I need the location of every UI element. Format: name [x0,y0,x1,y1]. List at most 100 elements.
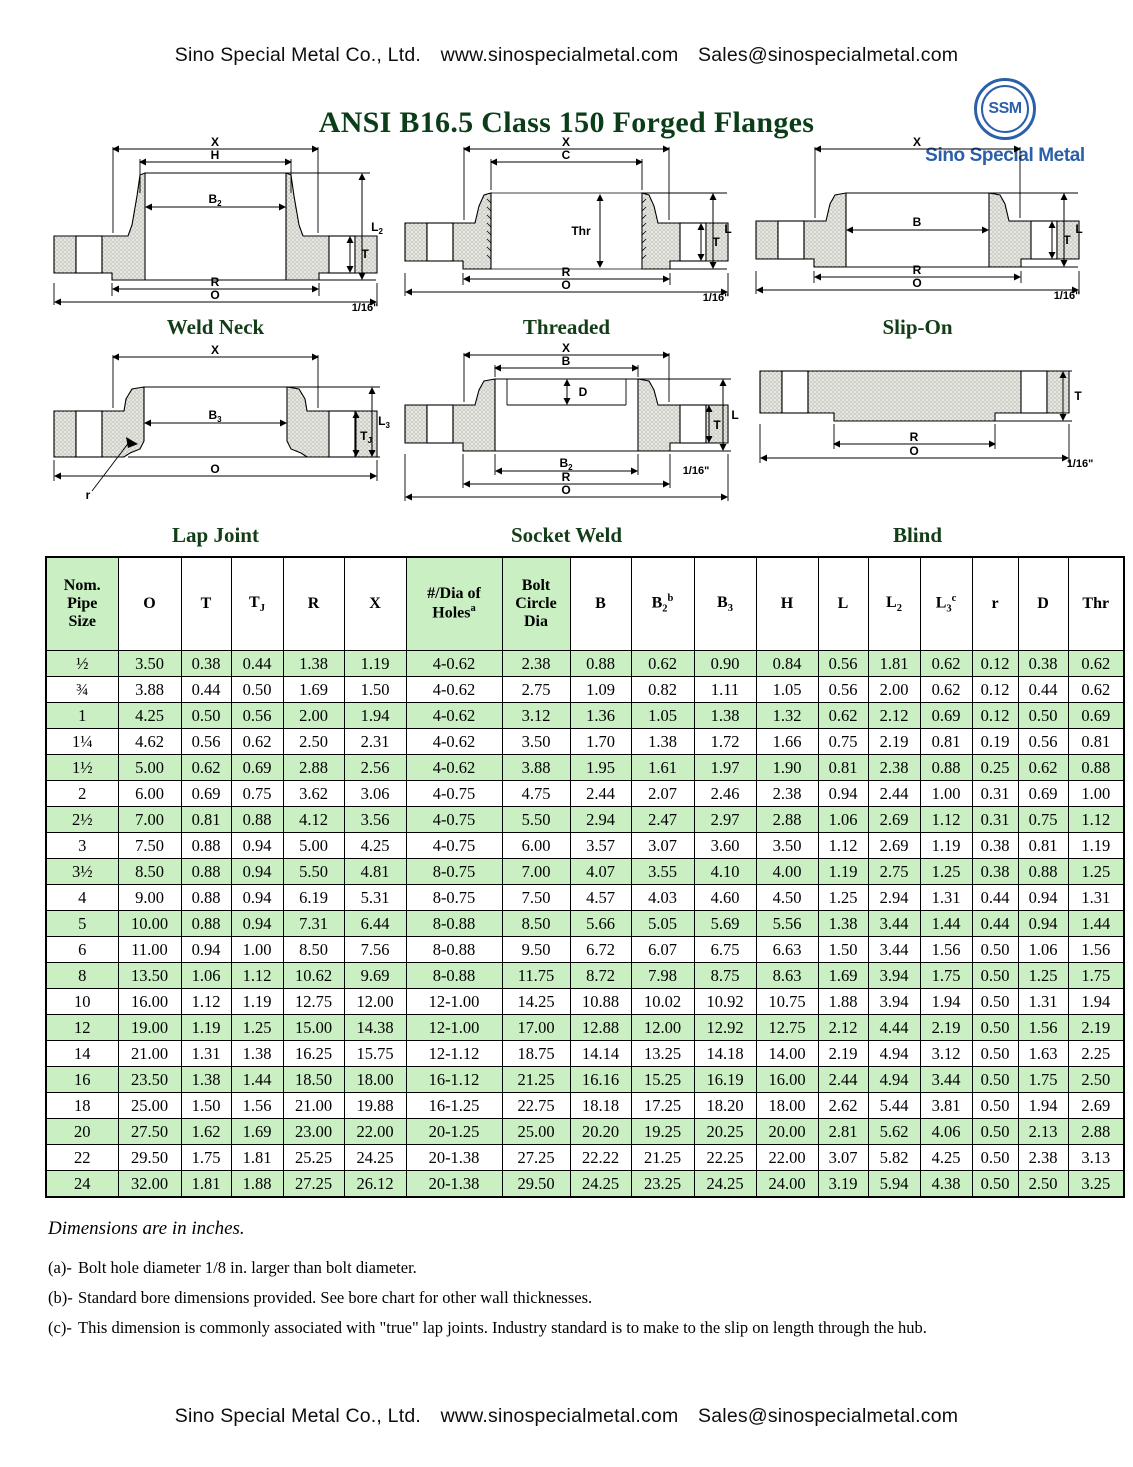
header-email-link[interactable]: Sales@sinospecialmetal.com [698,44,959,66]
cell-Thr: 1.00 [1067,780,1125,807]
cell-O: 21.00 [117,1040,182,1067]
cell-holes: 12-1.00 [405,988,503,1015]
cell-L2: 5.82 [867,1144,921,1171]
cell-L: 1.50 [817,936,869,963]
column-header-bcd: Bolt Circle Dia [501,556,571,651]
footer-email-link[interactable]: Sales@sinospecialmetal.com [698,1405,959,1427]
label-o: O [210,462,219,476]
diagram-blind: R O T 1/16" Blind [742,341,1093,548]
cell-R: 2.00 [282,702,345,729]
cell-L: 1.88 [817,988,869,1015]
cell-B3: 1.97 [693,754,757,781]
footer-contact-bar: Sino Special Metal Co., Ltd. www.sinospe… [0,1405,1133,1428]
label-l2: L2 [371,220,383,236]
cell-Thr: 1.44 [1067,910,1125,937]
cell-B: 5.66 [569,910,632,937]
cell-B: 1.09 [569,676,632,703]
label-t: T [712,235,720,249]
cell-H: 2.38 [755,780,819,807]
cell-bcd: 21.25 [501,1066,571,1093]
cell-L2: 2.00 [867,676,921,703]
cell-D: 0.88 [1017,858,1069,885]
column-header-r: r [971,556,1019,651]
cell-TJ: 0.94 [230,884,284,911]
diagram-socket-weld: X B D B2 R O L T 1/16" Socket Weld [391,341,742,548]
cell-R: 5.50 [282,858,345,885]
label-h: H [211,148,220,162]
cell-X: 24.25 [343,1144,407,1171]
label-b3: B3 [208,408,222,424]
cell-L2: 3.94 [867,988,921,1015]
cell-D: 0.75 [1017,806,1069,833]
cell-nps: 12 [45,1014,119,1041]
cell-TJ: 1.88 [230,1170,284,1198]
cell-D: 1.56 [1017,1014,1069,1041]
cell-T: 1.75 [180,1144,232,1171]
cell-B: 20.20 [569,1118,632,1145]
cell-holes: 4-0.62 [405,676,503,703]
cell-B2: 4.03 [630,884,695,911]
cell-B3: 2.97 [693,806,757,833]
cell-Thr: 2.50 [1067,1066,1125,1093]
label-o: O [909,444,918,458]
cell-B3: 1.72 [693,728,757,755]
cell-T: 0.88 [180,858,232,885]
cell-L: 1.12 [817,832,869,859]
footnote-c: (c)- This dimension is commonly associate… [48,1318,1088,1338]
footer-website-link[interactable]: www.sinospecialmetal.com [440,1405,679,1427]
cell-O: 19.00 [117,1014,182,1041]
diagram-caption-blind: Blind [892,523,943,547]
cell-R: 16.25 [282,1040,345,1067]
cell-r: 0.31 [971,780,1019,807]
label-l: L [1075,222,1082,236]
cell-L2: 5.94 [867,1170,921,1198]
cell-B: 0.88 [569,650,632,677]
cell-T: 0.88 [180,832,232,859]
cell-D: 0.56 [1017,728,1069,755]
table-row: 6 11.00 0.94 1.00 8.50 7.56 8-0.88 9.50 6.72 6.07… [45,936,1125,963]
cell-Thr: 1.25 [1067,858,1125,885]
table-row: ½ 3.50 0.38 0.44 1.38 1.19 4-0.62 2.38 0.88 0.62 0… [45,650,1125,677]
label-t: T [361,247,369,261]
cell-X: 9.69 [343,962,407,989]
cell-TJ: 1.44 [230,1066,284,1093]
header-website-link[interactable]: www.sinospecialmetal.com [440,44,679,66]
cell-B3: 1.38 [693,702,757,729]
cell-O: 5.00 [117,754,182,781]
cell-L: 0.94 [817,780,869,807]
label-b: B [562,354,571,368]
cell-B: 24.25 [569,1170,632,1198]
cell-L: 0.81 [817,754,869,781]
cell-B3: 24.25 [693,1170,757,1198]
cell-r: 0.12 [971,702,1019,729]
cell-O: 23.50 [117,1066,182,1093]
cell-B2: 6.07 [630,936,695,963]
cell-B: 6.72 [569,936,632,963]
cell-r: 0.12 [971,650,1019,677]
cell-R: 1.38 [282,650,345,677]
cell-B: 1.70 [569,728,632,755]
cell-X: 1.19 [343,650,407,677]
footnote-b-key: (b)- [48,1288,73,1307]
cell-D: 1.75 [1017,1066,1069,1093]
table-body: ½ 3.50 0.38 0.44 1.38 1.19 4-0.62 2.38 0.88 0.62 0… [45,650,1125,1198]
cell-nps: 1 [45,702,119,729]
cell-L3: 3.81 [919,1092,973,1119]
cell-B: 12.88 [569,1014,632,1041]
cell-nps: 3½ [45,858,119,885]
cell-r: 0.50 [971,1170,1019,1198]
cell-Thr: 0.62 [1067,676,1125,703]
page-title: ANSI B16.5 Class 150 Forged Flanges [318,106,815,139]
cell-L2: 2.75 [867,858,921,885]
cell-B: 4.07 [569,858,632,885]
cell-B2: 1.05 [630,702,695,729]
cell-O: 25.00 [117,1092,182,1119]
cell-D: 1.94 [1017,1092,1069,1119]
cell-H: 1.90 [755,754,819,781]
footnote-c-key: (c)- [48,1318,72,1337]
cell-O: 7.50 [117,832,182,859]
cell-H: 0.84 [755,650,819,677]
cell-L3: 1.31 [919,884,973,911]
slip-on-drawing: X B R O L T 1/16" [755,135,1083,302]
cell-X: 5.31 [343,884,407,911]
